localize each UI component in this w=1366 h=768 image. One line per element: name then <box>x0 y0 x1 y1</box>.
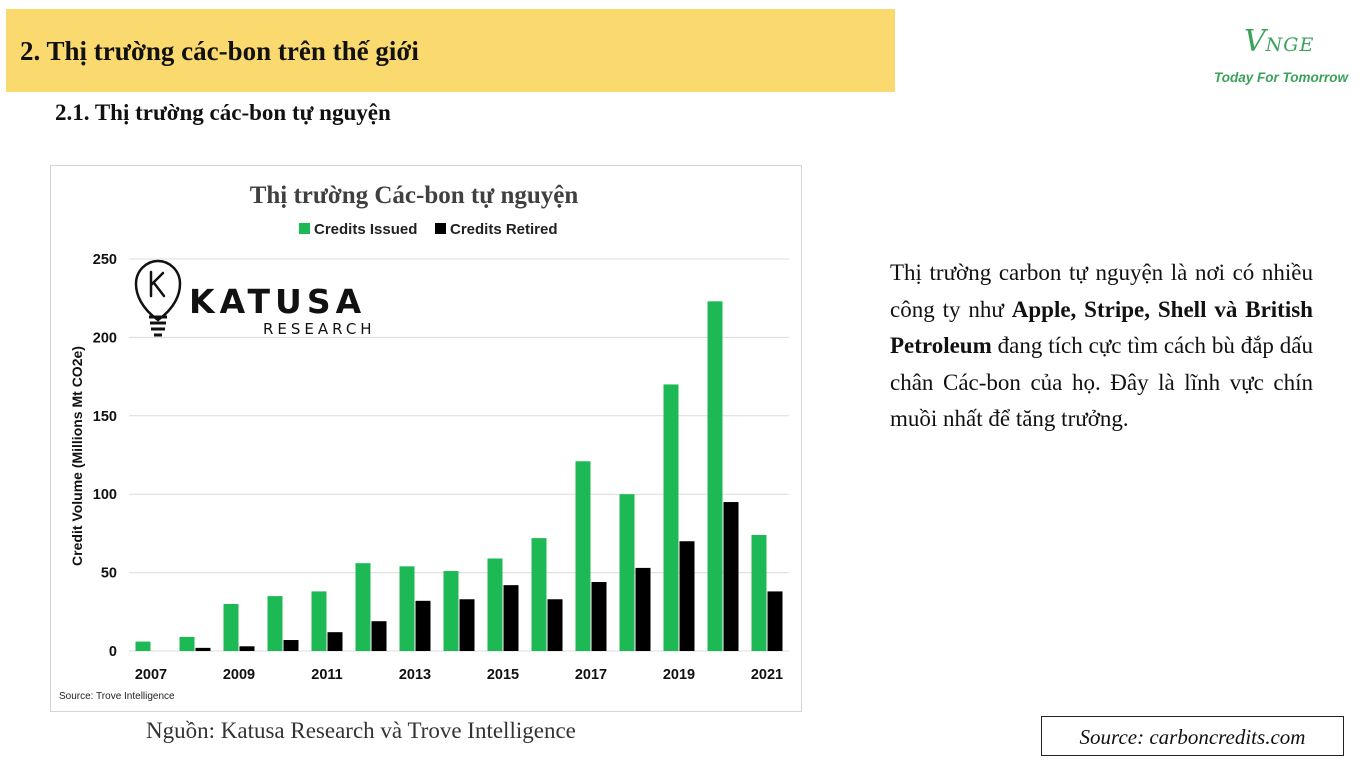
bar-credits-issued-2012 <box>355 563 371 651</box>
bar-credits-issued-2011 <box>311 591 327 651</box>
x-tick-label: 2011 <box>311 667 342 683</box>
y-tick-label: 50 <box>101 566 117 582</box>
bar-credits-issued-2009 <box>223 603 239 651</box>
logo-mark: VNGE <box>1244 24 1315 59</box>
bar-credits-issued-2018 <box>619 494 635 651</box>
bar-credits-retired-2009 <box>239 646 255 651</box>
bar-credits-retired-2016 <box>547 599 563 651</box>
bar-chart: Thị trường Các-bon tự nguyện Credits Iss… <box>59 182 789 702</box>
katusa-brand-sub: RESEARCH <box>263 320 376 338</box>
x-tick-label: 2019 <box>663 667 695 683</box>
logo-tagline: Today For Tomorrow <box>1214 70 1348 85</box>
bar-credits-issued-2007 <box>135 641 151 651</box>
header-bar <box>6 9 895 92</box>
lightbulb-icon <box>134 259 182 337</box>
description-text-2: đang tích cực tìm cách bù đắp dấu chân C… <box>890 333 1313 431</box>
bar-credits-retired-2014 <box>459 599 475 651</box>
x-tick-label: 2009 <box>223 667 255 683</box>
bar-credits-retired-2010 <box>283 640 299 651</box>
x-tick-label: 2015 <box>487 667 519 683</box>
bar-credits-retired-2012 <box>371 621 387 651</box>
bar-credits-retired-2021 <box>767 591 783 651</box>
katusa-logo: KATUSA RESEARCH <box>134 259 376 338</box>
bar-credits-issued-2014 <box>443 571 459 651</box>
bar-credits-issued-2020 <box>707 301 723 651</box>
y-axis-label: Credit Volume (Millions Mt CO2e) <box>69 346 85 566</box>
legend-label-retired: Credits Retired <box>450 221 558 238</box>
y-axis-ticks: 0 50 100 150 200 250 <box>93 252 117 660</box>
y-tick-label: 200 <box>93 330 117 346</box>
katusa-brand-name: KATUSA <box>189 282 366 321</box>
chart-caption: Nguồn: Katusa Research và Trove Intellig… <box>146 718 576 743</box>
y-tick-label: 150 <box>93 409 117 425</box>
legend-swatch-retired <box>435 223 446 234</box>
bar-credits-issued-2017 <box>575 461 591 651</box>
bar-credits-retired-2017 <box>591 582 607 651</box>
vnge-logo: VNGE Today For Tomorrow <box>1210 20 1350 90</box>
x-tick-label: 2017 <box>575 667 607 683</box>
description-text-1: Thị trường carbon tự nguyện là nơi có nh… <box>890 260 1313 322</box>
legend-swatch-issued <box>299 223 310 234</box>
bar-credits-issued-2015 <box>487 558 503 651</box>
gridlines <box>129 258 789 652</box>
bar-credits-issued-2019 <box>663 384 679 651</box>
y-tick-label: 0 <box>109 644 117 660</box>
source-box: Source: carboncredits.com <box>1041 716 1344 756</box>
bar-credits-retired-2015 <box>503 585 519 651</box>
page-title: 2. Thị trường các-bon trên thế giới <box>20 36 419 66</box>
bar-credits-retired-2008 <box>195 647 211 651</box>
bar-credits-retired-2011 <box>327 632 343 651</box>
bar-credits-retired-2018 <box>635 567 651 651</box>
bar-credits-retired-2020 <box>723 502 739 651</box>
chart-frame: Thị trường Các-bon tự nguyện Credits Iss… <box>50 165 802 712</box>
description-bold: Apple, Stripe, Shell và British Petroleu… <box>890 296 1313 359</box>
bar-credits-retired-2013 <box>415 600 431 651</box>
section-subheading: 2.1. Thị trường các-bon tự nguyện <box>55 100 391 125</box>
bar-credits-issued-2008 <box>179 636 195 651</box>
y-tick-label: 250 <box>93 252 117 268</box>
chart-title: Thị trường Các-bon tự nguyện <box>250 182 579 209</box>
bar-credits-issued-2021 <box>751 534 767 651</box>
legend-label-issued: Credits Issued <box>314 221 417 238</box>
bar-credits-issued-2016 <box>531 538 547 651</box>
x-tick-label: 2013 <box>399 667 431 683</box>
x-tick-label: 2007 <box>135 667 167 683</box>
chart-source-note: Source: Trove Intelligence <box>59 691 175 702</box>
bar-credits-issued-2010 <box>267 596 283 651</box>
x-tick-label: 2021 <box>751 667 783 683</box>
description-paragraph: Thị trường carbon tự nguyện là nơi có nh… <box>890 255 1313 438</box>
bars <box>135 301 783 651</box>
bar-credits-issued-2013 <box>399 566 415 651</box>
x-axis-ticks: 2007 2009 2011 2013 2015 2017 2019 2021 <box>135 667 783 683</box>
bar-credits-retired-2019 <box>679 541 695 651</box>
y-tick-label: 100 <box>93 487 117 503</box>
